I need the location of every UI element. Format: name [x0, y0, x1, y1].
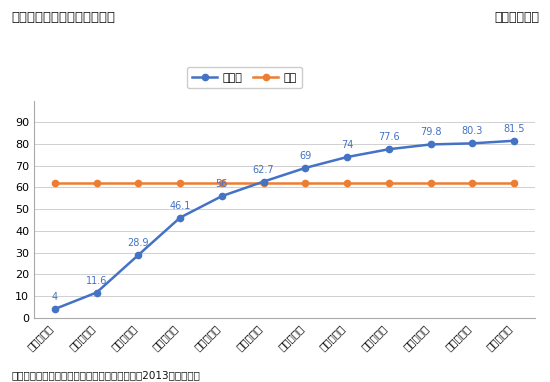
- Text: 46.1: 46.1: [169, 201, 191, 210]
- Text: 11.6: 11.6: [86, 275, 107, 286]
- Text: 62.7: 62.7: [253, 165, 274, 175]
- Text: 56: 56: [216, 179, 228, 189]
- 平均: [386, 181, 392, 185]
- 年代別: [469, 141, 476, 146]
- Text: 74: 74: [341, 140, 353, 150]
- 平均: [469, 181, 476, 185]
- 年代別: [135, 253, 142, 257]
- Text: （資料：総務省統計局『住宅・土地統計調査（2013年度）』）: （資料：総務省統計局『住宅・土地統計調査（2013年度）』）: [11, 370, 200, 380]
- 平均: [52, 181, 58, 185]
- Text: 81.5: 81.5: [503, 124, 525, 134]
- 平均: [177, 181, 183, 185]
- 平均: [94, 181, 100, 185]
- 年代別: [302, 166, 309, 170]
- Line: 年代別: 年代別: [52, 138, 517, 312]
- 年代別: [344, 155, 350, 159]
- Text: 図表１　年代別持家率の推移: 図表１ 年代別持家率の推移: [11, 11, 115, 24]
- Text: （単位：％）: （単位：％）: [494, 11, 539, 24]
- 平均: [302, 181, 309, 185]
- Text: 80.3: 80.3: [461, 126, 483, 136]
- 年代別: [94, 290, 100, 295]
- Text: 69: 69: [299, 151, 311, 161]
- 平均: [344, 181, 350, 185]
- Text: 4: 4: [52, 292, 58, 302]
- 平均: [135, 181, 142, 185]
- 年代別: [260, 179, 267, 184]
- Legend: 年代別, 平均: 年代別, 平均: [187, 67, 302, 88]
- 年代別: [177, 215, 183, 220]
- 年代別: [427, 142, 434, 147]
- Text: 79.8: 79.8: [420, 128, 441, 138]
- 年代別: [511, 138, 518, 143]
- Text: 77.6: 77.6: [378, 132, 400, 142]
- 平均: [511, 181, 518, 185]
- 年代別: [52, 307, 58, 311]
- 平均: [260, 181, 267, 185]
- 年代別: [386, 147, 392, 152]
- 年代別: [218, 194, 225, 198]
- 平均: [218, 181, 225, 185]
- 平均: [427, 181, 434, 185]
- Line: 平均: 平均: [52, 180, 517, 186]
- Text: 28.9: 28.9: [128, 238, 149, 248]
